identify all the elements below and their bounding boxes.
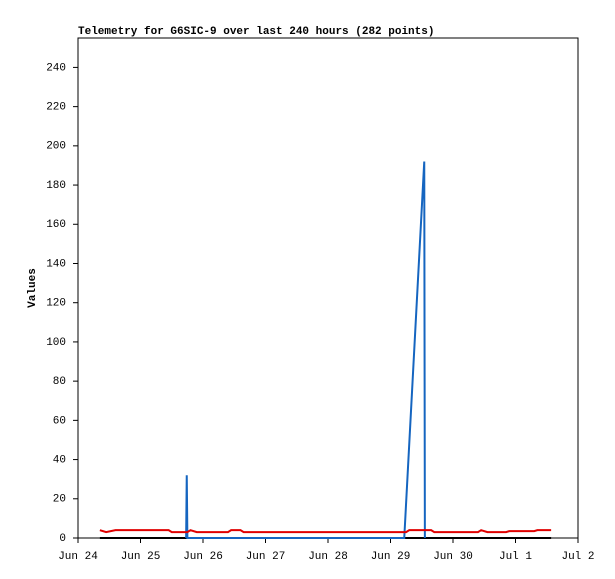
x-tick-label: Jun 30: [433, 551, 473, 563]
y-tick-label: 20: [53, 494, 66, 506]
series-line: [185, 161, 426, 539]
x-tick-label: Jun 25: [121, 551, 161, 563]
chart-title: Telemetry for G6SIC-9 over last 240 hour…: [78, 26, 434, 38]
x-tick-label: Jul 1: [499, 551, 532, 563]
y-tick-label: 160: [46, 219, 66, 231]
plot-frame: [77, 37, 579, 539]
x-tick-label: Jun 28: [308, 551, 348, 563]
y-tick-label: 200: [46, 141, 66, 153]
x-tick-label: Jun 26: [183, 551, 223, 563]
y-axis-label: Values: [27, 268, 39, 308]
y-tick-label: 0: [59, 533, 66, 545]
y-tick-label: 40: [53, 454, 66, 466]
y-tick-label: 80: [53, 376, 66, 388]
y-tick-label: 240: [46, 62, 66, 74]
y-tick-label: 140: [46, 258, 66, 270]
y-tick-label: 100: [46, 337, 66, 349]
series-line: [99, 529, 552, 534]
y-tick-label: 220: [46, 102, 66, 114]
y-tick-label: 120: [46, 298, 66, 310]
x-tick-label: Jul 2: [561, 551, 594, 563]
y-tick-label: 60: [53, 415, 66, 427]
y-tick-label: 180: [46, 180, 66, 192]
x-tick-label: Jun 27: [246, 551, 286, 563]
x-tick-label: Jun 29: [371, 551, 411, 563]
x-tick-label: Jun 24: [58, 551, 98, 563]
